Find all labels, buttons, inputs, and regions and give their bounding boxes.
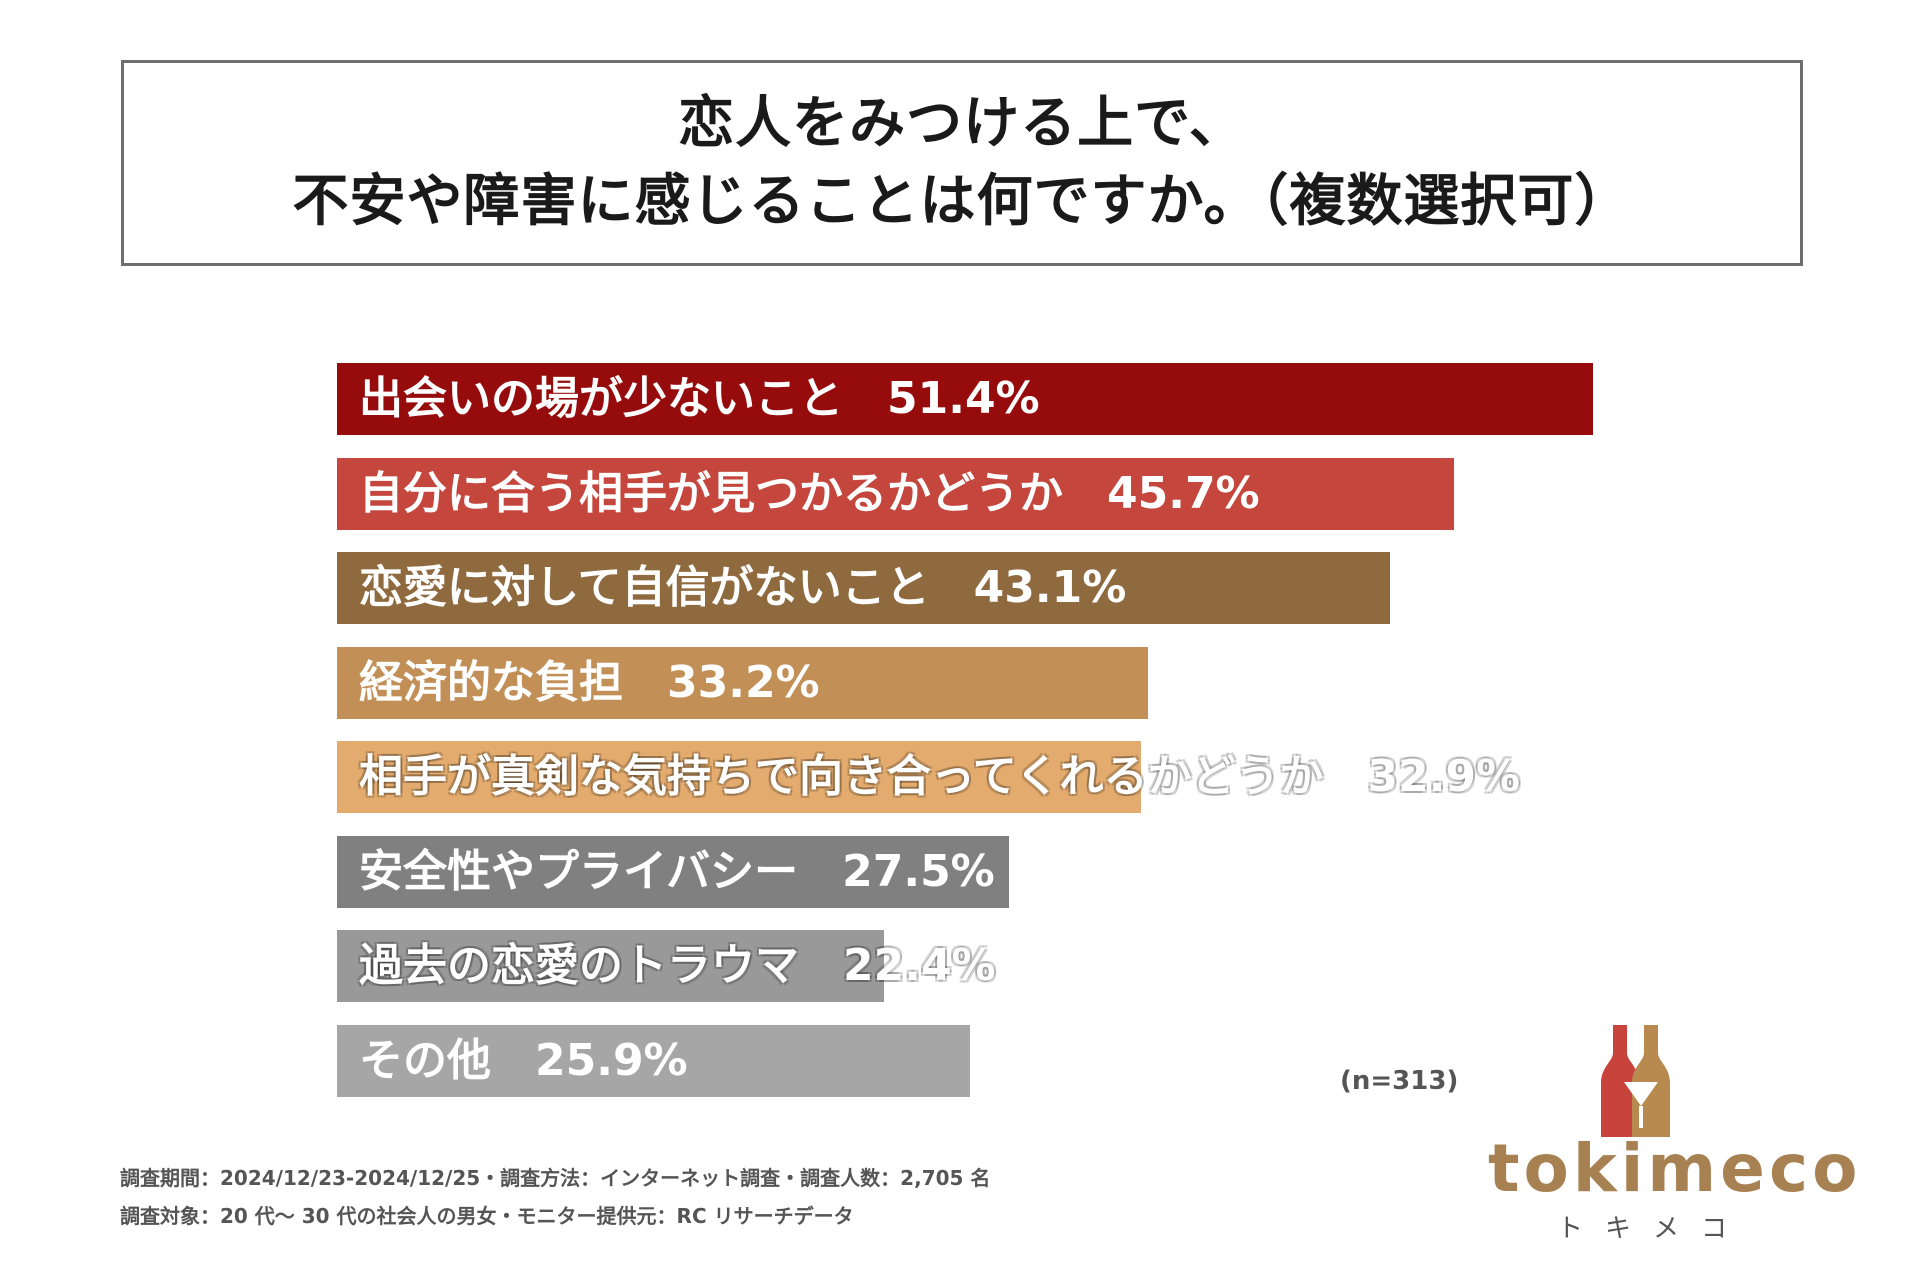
tokimeco-logo: tokimeco トキメコ bbox=[1488, 1020, 1862, 1244]
bar-label: 恋愛に対して自信がないこと 43.1% bbox=[359, 562, 1127, 613]
bar bbox=[337, 363, 1593, 435]
bar-label: 出会いの場が少ないこと 51.4% bbox=[359, 373, 1040, 424]
chart-title-line-2: 不安や障害に感じることは何ですか。（複数選択可） bbox=[292, 169, 1632, 234]
chart-title-line-1: 恋人をみつける上で、 bbox=[678, 91, 1246, 156]
bar bbox=[337, 552, 1390, 624]
bar-label: 安全性やプライバシー 27.5% bbox=[359, 846, 995, 897]
logo-wordmark: tokimeco bbox=[1488, 1130, 1862, 1207]
bar bbox=[337, 836, 1009, 908]
bar bbox=[337, 1025, 970, 1097]
bar-label: 自分に合う相手が見つかるかどうか 45.7% bbox=[359, 468, 1260, 519]
bar-label: 相手が真剣な気持ちで向き合ってくれるかどうか 32.9% bbox=[359, 751, 1521, 802]
bar bbox=[337, 741, 1141, 813]
footer-survey-target: 調査対象：20 代〜 30 代の社会人の男女・モニター提供元：RC リサーチデー… bbox=[120, 1204, 854, 1228]
bar bbox=[337, 647, 1148, 719]
chart-title-box: 恋人をみつける上で、 不安や障害に感じることは何ですか。（複数選択可） bbox=[121, 60, 1803, 266]
bar bbox=[337, 458, 1454, 530]
bar bbox=[337, 930, 884, 1002]
sample-size-note: (n=313) bbox=[1340, 1066, 1459, 1096]
bar-label: 過去の恋愛のトラウマ 22.4% bbox=[359, 940, 996, 991]
bar-label: 経済的な負担 33.2% bbox=[359, 657, 820, 708]
footer-survey-period: 調査期間：2024/12/23-2024/12/25・調査方法：インターネット調… bbox=[120, 1166, 991, 1190]
logo-kana: トキメコ bbox=[1556, 1214, 1749, 1244]
bar-label: その他 25.9% bbox=[359, 1035, 688, 1086]
bottles-icon bbox=[1601, 1025, 1670, 1137]
